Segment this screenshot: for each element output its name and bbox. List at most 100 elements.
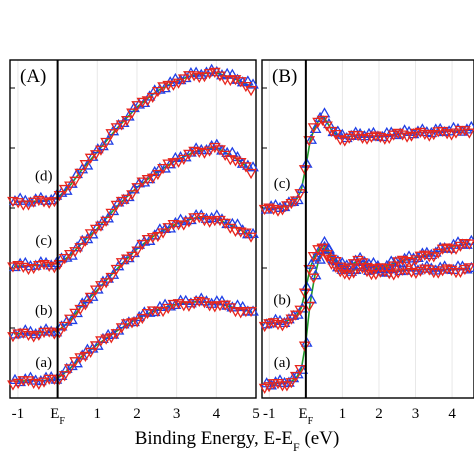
- x-tick-label: -1: [12, 406, 25, 422]
- data-point-blue: [358, 255, 371, 267]
- data-point-red: [152, 169, 164, 181]
- data-point-red: [441, 243, 453, 254]
- data-point-red: [89, 341, 102, 352]
- data-point-red: [285, 378, 298, 389]
- data-point-red: [370, 131, 382, 142]
- curve-label: (b): [273, 293, 291, 309]
- data-point-red: [79, 160, 92, 171]
- data-point-red: [361, 134, 373, 145]
- data-point-red: [157, 306, 169, 318]
- data-point-red: [74, 168, 87, 179]
- data-point-red: [463, 239, 474, 250]
- data-point-red: [79, 351, 92, 362]
- data-point-red: [167, 80, 180, 91]
- data-point-blue: [97, 214, 109, 226]
- data-point-red: [374, 132, 387, 144]
- data-point-blue: [66, 313, 78, 325]
- data-point-blue: [367, 256, 380, 268]
- data-point-blue: [86, 228, 99, 239]
- data-point-red: [32, 261, 45, 272]
- data-point-red: [423, 265, 436, 276]
- data-point-red: [234, 77, 247, 88]
- data-point-red: [131, 317, 144, 328]
- data-point-red: [105, 129, 118, 140]
- data-point-red: [136, 177, 149, 188]
- data-point-red: [120, 319, 133, 330]
- data-point-red: [12, 329, 25, 340]
- data-point-red: [281, 381, 293, 392]
- data-point-red: [418, 250, 431, 261]
- data-point-red: [131, 183, 144, 194]
- data-point-red: [285, 198, 298, 210]
- data-point-blue: [128, 315, 140, 327]
- x-tick-label: EF: [50, 406, 65, 427]
- data-point-red: [95, 281, 107, 292]
- data-point-blue: [309, 122, 322, 134]
- data-point-red: [198, 72, 211, 83]
- data-point-red: [188, 298, 200, 310]
- data-point-red: [95, 336, 107, 347]
- data-point-blue: [247, 78, 259, 89]
- data-point-red: [74, 243, 87, 254]
- data-point-red: [43, 198, 56, 209]
- data-point-red: [263, 382, 275, 393]
- x-tick-label: 2: [375, 406, 383, 422]
- data-point-red: [84, 347, 97, 359]
- x-tick-label: 1: [94, 406, 102, 422]
- data-point-blue: [148, 305, 161, 317]
- data-point-red: [208, 302, 221, 313]
- data-point-blue: [128, 183, 140, 194]
- data-point-blue: [9, 194, 21, 206]
- data-point-red: [298, 165, 311, 176]
- data-point-red: [343, 133, 356, 144]
- data-point-red: [338, 269, 351, 280]
- data-point-red: [100, 334, 112, 345]
- data-point-blue: [45, 259, 58, 270]
- data-point-red: [162, 159, 175, 170]
- data-point-blue: [148, 165, 161, 177]
- curve-label: (a): [35, 355, 52, 371]
- data-point-blue: [314, 243, 326, 254]
- data-point-red: [172, 78, 185, 89]
- data-point-red: [115, 323, 128, 334]
- data-point-red: [64, 249, 76, 261]
- data-point-blue: [247, 305, 259, 316]
- data-point-red: [7, 262, 19, 273]
- data-point-red: [432, 268, 445, 279]
- data-point-red: [136, 239, 149, 251]
- data-point-red: [177, 154, 190, 165]
- data-point-red: [32, 379, 45, 390]
- axes-frame: [261, 59, 474, 399]
- data-point-red: [281, 318, 293, 329]
- data-point-red: [245, 168, 257, 180]
- curve-label: (d): [35, 169, 53, 185]
- data-point-red: [79, 300, 92, 311]
- data-point-red: [110, 264, 123, 276]
- data-point-red: [162, 303, 175, 315]
- x-tick-label: 5: [252, 406, 260, 422]
- curve-b-2: (c): [258, 107, 474, 217]
- data-point-red: [58, 253, 71, 265]
- data-point-red: [167, 299, 180, 311]
- data-point-red: [58, 371, 71, 382]
- x-axis-title: Binding Energy, E-EF (eV): [135, 428, 340, 454]
- data-point-red: [115, 120, 128, 131]
- data-point-blue: [71, 241, 83, 252]
- data-point-red: [361, 262, 373, 274]
- data-point-red: [427, 252, 440, 263]
- data-point-red: [334, 135, 347, 146]
- data-point-red: [84, 229, 97, 240]
- data-point-red: [245, 232, 257, 243]
- data-point-red: [272, 319, 284, 331]
- data-point-red: [110, 123, 123, 134]
- data-point-red: [334, 262, 347, 273]
- data-point-red: [89, 285, 102, 296]
- data-point-blue: [143, 90, 156, 101]
- data-point-red: [141, 175, 154, 186]
- data-point-red: [27, 332, 40, 343]
- data-point-blue: [122, 252, 135, 263]
- data-point-red: [58, 184, 71, 196]
- data-point-red: [445, 130, 458, 141]
- data-point-red: [22, 200, 35, 211]
- data-point-blue: [71, 357, 83, 368]
